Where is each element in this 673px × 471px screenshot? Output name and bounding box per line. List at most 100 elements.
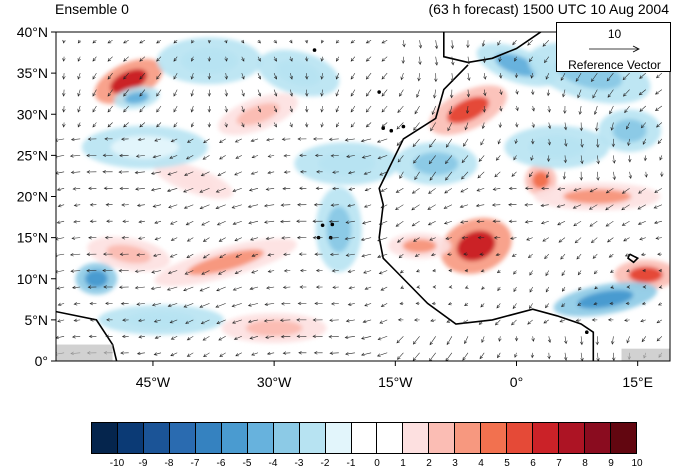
wind-arrow-479 xyxy=(428,155,436,165)
wind-arrow-550 xyxy=(350,122,356,128)
wind-arrow-635 xyxy=(499,89,503,96)
wind-arrow-336 xyxy=(573,220,582,227)
wind-arrow-338 xyxy=(605,220,614,227)
wind-arrow-451 xyxy=(596,171,600,181)
wind-arrow-91 xyxy=(296,318,307,322)
wind-arrow-220 xyxy=(545,270,550,277)
wind-arrow-110 xyxy=(607,318,614,322)
wind-arrow-477 xyxy=(397,155,404,163)
wind-arrow-546 xyxy=(289,122,293,128)
wind-arrow-559 xyxy=(498,122,502,128)
wind-arrow-742 xyxy=(381,39,388,44)
wind-arrow-167 xyxy=(299,285,307,289)
wind-arrow-83 xyxy=(169,319,178,324)
wind-arrow-519 xyxy=(463,138,469,147)
wind-arrow-730 xyxy=(191,39,195,44)
wind-arrow-320 xyxy=(312,219,323,223)
wind-arrow-295 xyxy=(526,237,533,241)
wind-arrow-524 xyxy=(547,138,551,146)
wind-arrow-745 xyxy=(434,40,439,50)
wind-arrow-26 xyxy=(479,352,485,360)
colorbar-swatch xyxy=(611,423,637,453)
wind-arrow-545 xyxy=(273,122,277,128)
wind-arrow-691 xyxy=(173,56,178,62)
wind-arrow-694 xyxy=(224,56,228,62)
wind-arrow-290 xyxy=(445,236,452,240)
wind-arrow-657 xyxy=(241,73,245,80)
wind-arrow-239 xyxy=(235,253,242,258)
wind-arrow-42 xyxy=(121,334,129,339)
wind-arrow-571 xyxy=(77,105,81,113)
wind-arrow-368 xyxy=(475,203,485,208)
colorbar-swatch xyxy=(533,423,560,453)
colorbar-tick-label: -4 xyxy=(268,458,278,469)
wind-arrow-376 xyxy=(605,204,614,211)
wind-arrow-589 xyxy=(365,105,372,113)
wind-arrow-503 xyxy=(203,138,210,144)
wind-arrow-563 xyxy=(563,122,568,131)
wind-arrow-739 xyxy=(335,39,340,44)
wind-arrow-676 xyxy=(545,72,550,80)
colorbar-tick-label: -2 xyxy=(320,458,330,469)
wind-arrow-394 xyxy=(282,186,291,191)
wind-arrow-342 xyxy=(57,203,65,208)
wind-arrow-4 xyxy=(120,351,129,355)
coastline-europe xyxy=(443,32,542,64)
wind-arrow-384 xyxy=(119,186,129,191)
colorbar-swatch xyxy=(92,423,118,453)
wind-arrow-445 xyxy=(494,171,501,178)
island-0 xyxy=(381,126,385,131)
wind-arrow-13 xyxy=(266,351,275,356)
wind-arrow-709 xyxy=(466,56,471,65)
wind-arrow-703 xyxy=(365,56,372,62)
wind-arrow-683 xyxy=(656,72,663,79)
wind-arrow-227 xyxy=(658,268,662,273)
wind-arrow-670 xyxy=(450,73,455,83)
lat-tick-label: 10°N xyxy=(17,271,48,287)
wind-arrow-454 xyxy=(644,171,648,178)
wind-arrow-617 xyxy=(207,89,212,97)
wind-arrow-357 xyxy=(297,203,307,207)
wind-arrow-39 xyxy=(71,335,81,339)
wind-arrow-452 xyxy=(612,171,616,181)
colorbar-swatch xyxy=(299,423,326,453)
wind-arrow-562 xyxy=(547,122,552,130)
wind-arrow-700 xyxy=(320,56,324,62)
wind-arrow-111 xyxy=(624,318,630,322)
wind-arrow-599 xyxy=(531,105,535,112)
wind-arrow-153 xyxy=(71,285,81,290)
wind-arrow-98 xyxy=(413,318,420,322)
wind-arrow-65 xyxy=(498,336,502,342)
wind-arrow-489 xyxy=(596,155,600,165)
wind-arrow-276 xyxy=(218,237,226,242)
colorbar-swatch xyxy=(481,423,508,453)
wind-arrow-217 xyxy=(496,269,501,274)
wind-arrow-314 xyxy=(216,220,226,226)
wind-arrow-351 xyxy=(199,204,210,210)
wind-arrow-30 xyxy=(547,352,551,360)
colorbar-swatch xyxy=(455,423,482,453)
wind-arrow-476 xyxy=(377,155,388,160)
anomaly-core-14 xyxy=(447,96,489,124)
colorbar-tick-label: 9 xyxy=(608,458,614,469)
reference-vector-value: 10 xyxy=(607,27,622,41)
wind-arrow-349 xyxy=(168,204,178,209)
wind-arrow-418 xyxy=(56,171,65,175)
wind-arrow-446 xyxy=(511,171,517,177)
wind-arrow-597 xyxy=(499,105,503,112)
wind-arrow-468 xyxy=(251,155,259,159)
reference-vector-label: Reference Vector xyxy=(568,58,661,72)
wind-arrow-573 xyxy=(107,105,113,113)
wind-arrow-592 xyxy=(414,105,420,115)
wind-arrow-645 xyxy=(654,89,663,95)
wind-arrow-529 xyxy=(627,138,631,147)
wind-arrow-345 xyxy=(105,203,113,207)
wind-arrow-269 xyxy=(104,235,113,240)
wind-arrow-707 xyxy=(434,56,439,66)
plot-title-left: Ensemble 0 xyxy=(55,1,129,17)
wind-arrow-108 xyxy=(575,318,582,322)
colorbar-swatch xyxy=(169,423,196,453)
wind-arrow-705 xyxy=(401,56,405,64)
wind-arrow-80 xyxy=(122,318,129,322)
colorbar-swatch xyxy=(325,423,352,453)
